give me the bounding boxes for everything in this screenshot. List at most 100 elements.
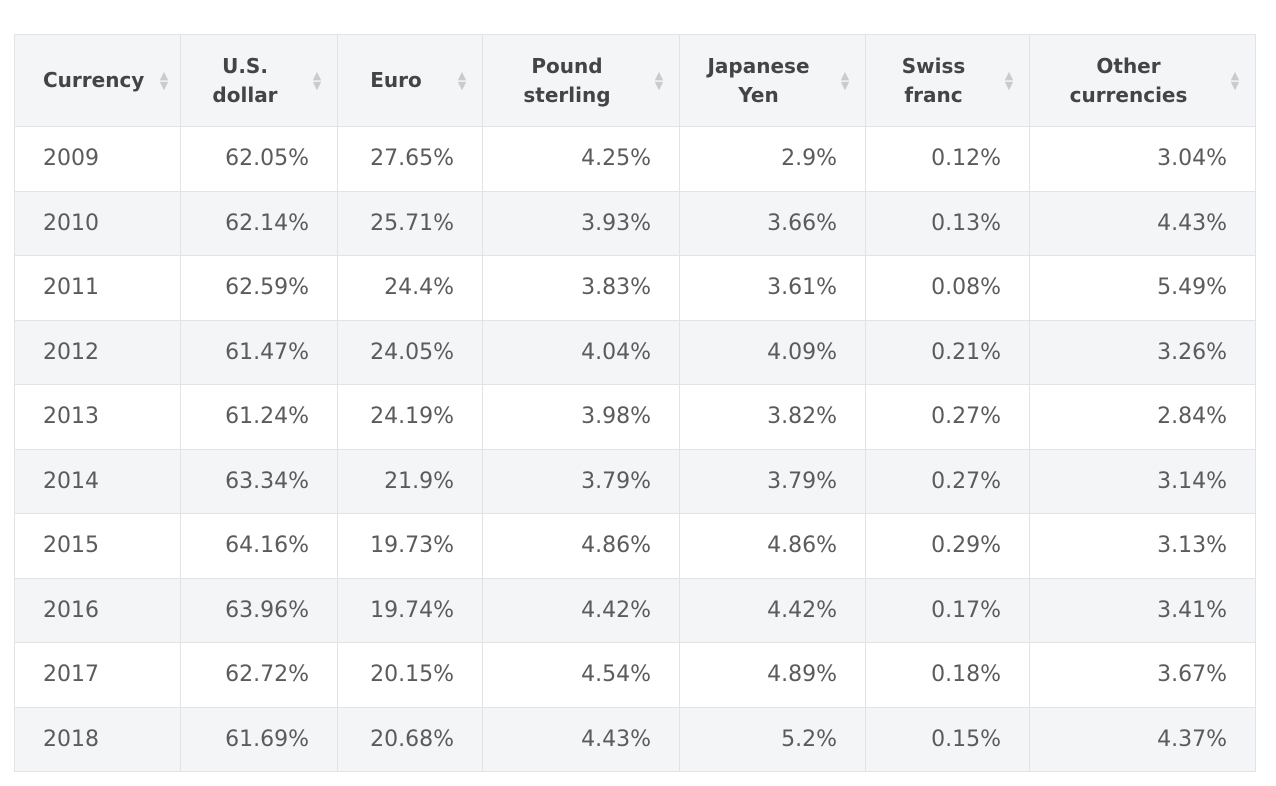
- share-cell: 4.86%: [482, 513, 680, 579]
- share-cell: 24.4%: [337, 255, 483, 321]
- share-cell: 4.43%: [482, 706, 680, 772]
- sort-arrows-icon[interactable]: ▲ ▼: [312, 68, 322, 92]
- sort-arrows-icon[interactable]: ▲ ▼: [840, 68, 850, 92]
- share-cell: 0.21%: [865, 319, 1030, 385]
- share-cell: 3.41%: [1029, 577, 1256, 643]
- table-row: 2012 61.47% 24.05% 4.04% 4.09% 0.21% 3.26%: [14, 319, 1256, 385]
- share-cell: 19.74%: [337, 577, 483, 643]
- share-cell: 2.9%: [679, 126, 866, 192]
- share-cell: 0.08%: [865, 255, 1030, 321]
- column-header-5[interactable]: Swiss franc ▲ ▼: [865, 34, 1030, 127]
- share-cell: 3.79%: [482, 448, 680, 514]
- share-cell: 62.14%: [180, 190, 338, 256]
- share-cell: 3.66%: [679, 190, 866, 256]
- share-cell: 3.04%: [1029, 126, 1256, 192]
- share-cell: 4.89%: [679, 642, 866, 708]
- column-header-6[interactable]: Other currencies ▲ ▼: [1029, 34, 1256, 127]
- share-cell: 0.27%: [865, 384, 1030, 450]
- column-header-4[interactable]: Japanese Yen ▲ ▼: [679, 34, 866, 127]
- header-row: Currency ▲ ▼ U.S. dollar ▲ ▼ Euro ▲ ▼ Pound sterl…: [14, 34, 1256, 127]
- share-cell: 25.71%: [337, 190, 483, 256]
- year-cell: 2016: [14, 577, 181, 643]
- table-row: 2014 63.34% 21.9% 3.79% 3.79% 0.27% 3.14%: [14, 448, 1256, 514]
- share-cell: 3.83%: [482, 255, 680, 321]
- share-cell: 62.72%: [180, 642, 338, 708]
- column-header-3[interactable]: Pound sterling ▲ ▼: [482, 34, 680, 127]
- share-cell: 0.15%: [865, 706, 1030, 772]
- currency-share-table: Currency ▲ ▼ U.S. dollar ▲ ▼ Euro ▲ ▼ Pound sterl…: [14, 34, 1256, 772]
- table-header: Currency ▲ ▼ U.S. dollar ▲ ▼ Euro ▲ ▼ Pound sterl…: [14, 34, 1256, 127]
- share-cell: 0.27%: [865, 448, 1030, 514]
- table-row: 2017 62.72% 20.15% 4.54% 4.89% 0.18% 3.67%: [14, 642, 1256, 708]
- share-cell: 20.15%: [337, 642, 483, 708]
- share-cell: 4.37%: [1029, 706, 1256, 772]
- share-cell: 3.26%: [1029, 319, 1256, 385]
- share-cell: 0.29%: [865, 513, 1030, 579]
- year-cell: 2009: [14, 126, 181, 192]
- share-cell: 24.19%: [337, 384, 483, 450]
- column-header-label: Euro: [370, 68, 422, 92]
- share-cell: 4.43%: [1029, 190, 1256, 256]
- table-row: 2013 61.24% 24.19% 3.98% 3.82% 0.27% 2.84%: [14, 384, 1256, 450]
- table-row: 2015 64.16% 19.73% 4.86% 4.86% 0.29% 3.13%: [14, 513, 1256, 579]
- table-row: 2009 62.05% 27.65% 4.25% 2.9% 0.12% 3.04%: [14, 126, 1256, 192]
- share-cell: 4.04%: [482, 319, 680, 385]
- table-row: 2010 62.14% 25.71% 3.93% 3.66% 0.13% 4.43%: [14, 190, 1256, 256]
- share-cell: 61.47%: [180, 319, 338, 385]
- column-header-label: Japanese Yen: [707, 53, 810, 107]
- year-cell: 2017: [14, 642, 181, 708]
- column-header-label: Other currencies: [1069, 53, 1188, 107]
- share-cell: 3.93%: [482, 190, 680, 256]
- share-cell: 19.73%: [337, 513, 483, 579]
- share-cell: 4.25%: [482, 126, 680, 192]
- share-cell: 3.61%: [679, 255, 866, 321]
- year-cell: 2018: [14, 706, 181, 772]
- column-header-label: Currency: [43, 68, 145, 92]
- column-header-label: U.S. dollar: [212, 53, 278, 107]
- year-cell: 2011: [14, 255, 181, 321]
- sort-arrows-icon[interactable]: ▲ ▼: [1230, 68, 1240, 92]
- share-cell: 4.42%: [679, 577, 866, 643]
- column-header-1[interactable]: U.S. dollar ▲ ▼: [180, 34, 338, 127]
- share-cell: 24.05%: [337, 319, 483, 385]
- column-header-0[interactable]: Currency ▲ ▼: [14, 34, 181, 127]
- share-cell: 3.79%: [679, 448, 866, 514]
- sort-arrows-icon[interactable]: ▲ ▼: [457, 68, 467, 92]
- share-cell: 61.24%: [180, 384, 338, 450]
- share-cell: 20.68%: [337, 706, 483, 772]
- year-cell: 2014: [14, 448, 181, 514]
- year-cell: 2012: [14, 319, 181, 385]
- table-row: 2011 62.59% 24.4% 3.83% 3.61% 0.08% 5.49%: [14, 255, 1256, 321]
- sort-arrows-icon[interactable]: ▲ ▼: [159, 68, 169, 92]
- share-cell: 5.49%: [1029, 255, 1256, 321]
- share-cell: 21.9%: [337, 448, 483, 514]
- share-cell: 5.2%: [679, 706, 866, 772]
- share-cell: 3.98%: [482, 384, 680, 450]
- share-cell: 3.14%: [1029, 448, 1256, 514]
- share-cell: 0.17%: [865, 577, 1030, 643]
- sort-arrows-icon[interactable]: ▲ ▼: [654, 68, 664, 92]
- column-header-2[interactable]: Euro ▲ ▼: [337, 34, 483, 127]
- share-cell: 2.84%: [1029, 384, 1256, 450]
- sort-arrows-icon[interactable]: ▲ ▼: [1004, 68, 1014, 92]
- share-cell: 0.18%: [865, 642, 1030, 708]
- share-cell: 3.13%: [1029, 513, 1256, 579]
- year-cell: 2013: [14, 384, 181, 450]
- share-cell: 0.12%: [865, 126, 1030, 192]
- table-body: 2009 62.05% 27.65% 4.25% 2.9% 0.12% 3.04% 2010 6…: [14, 126, 1256, 772]
- share-cell: 4.86%: [679, 513, 866, 579]
- share-cell: 3.67%: [1029, 642, 1256, 708]
- year-cell: 2010: [14, 190, 181, 256]
- share-cell: 62.59%: [180, 255, 338, 321]
- share-cell: 27.65%: [337, 126, 483, 192]
- share-cell: 4.09%: [679, 319, 866, 385]
- share-cell: 62.05%: [180, 126, 338, 192]
- table-row: 2018 61.69% 20.68% 4.43% 5.2% 0.15% 4.37%: [14, 706, 1256, 772]
- share-cell: 63.96%: [180, 577, 338, 643]
- year-cell: 2015: [14, 513, 181, 579]
- share-cell: 61.69%: [180, 706, 338, 772]
- share-cell: 4.42%: [482, 577, 680, 643]
- share-cell: 0.13%: [865, 190, 1030, 256]
- column-header-label: Pound sterling: [523, 53, 611, 107]
- share-cell: 4.54%: [482, 642, 680, 708]
